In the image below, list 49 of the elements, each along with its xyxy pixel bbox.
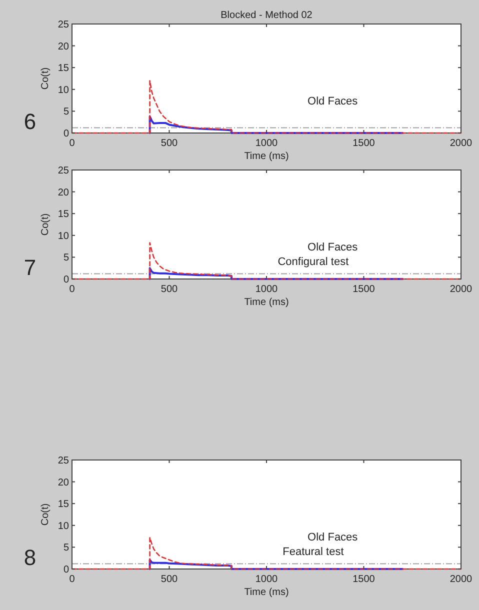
y-tick-label: 25 [58,20,70,30]
y-tick-label: 15 [58,209,70,220]
y-axis-title: Co(t) [40,213,51,236]
y-tick-label: 10 [58,520,70,532]
y-tick-label: 0 [63,274,70,286]
x-tick-label: 500 [160,574,178,585]
y-tick-label: 5 [63,106,70,118]
x-axis-title: Time (ms) [244,297,289,308]
x-tick-label: 1500 [352,138,376,149]
y-tick-label: 0 [63,128,70,140]
x-tick-label: 1000 [255,574,278,585]
text: 6 [24,109,36,134]
y-tick-label: 5 [63,542,70,554]
y-tick-label: 15 [58,499,70,510]
x-tick-label: 1500 [352,284,376,295]
y-tick-label: 20 [58,477,70,488]
x-tick-label: 1000 [255,284,278,295]
annotation: Old Faces [308,532,358,544]
text: 7 [24,255,36,280]
y-axis-title: Co(t) [40,67,51,90]
x-tick-label: 500 [160,284,178,295]
y-tick-label: 5 [63,252,70,264]
line-series [148,558,404,570]
x-axis-title: Time (ms) [244,587,289,598]
line-series [71,80,462,134]
text: 8 [24,545,36,570]
line-series [148,267,404,280]
chart-title: Blocked - Method 02 [220,10,313,21]
y-tick-label: 20 [58,41,70,52]
x-tick-label: 2000 [450,574,473,585]
annotation: Featural test [282,546,344,558]
x-tick-label: 1000 [255,138,278,149]
x-tick-label: 1500 [352,574,376,585]
y-tick-label: 10 [58,230,70,242]
y-tick-label: 25 [58,456,70,466]
y-axis-title: Co(t) [40,503,51,526]
x-axis-title: Time (ms) [244,151,289,162]
y-tick-label: 25 [58,166,70,176]
x-tick-label: 2000 [450,138,473,149]
annotation: Old Faces [308,96,358,108]
x-tick-label: 2000 [450,284,473,295]
x-tick-label: 500 [160,138,178,149]
y-tick-label: 20 [58,187,70,198]
y-tick-label: 10 [58,84,70,96]
line-series [148,115,404,134]
annotation: Configural test [278,256,349,268]
y-tick-label: 15 [58,63,70,74]
y-tick-label: 0 [63,564,70,576]
annotation: Old Faces [308,242,358,254]
